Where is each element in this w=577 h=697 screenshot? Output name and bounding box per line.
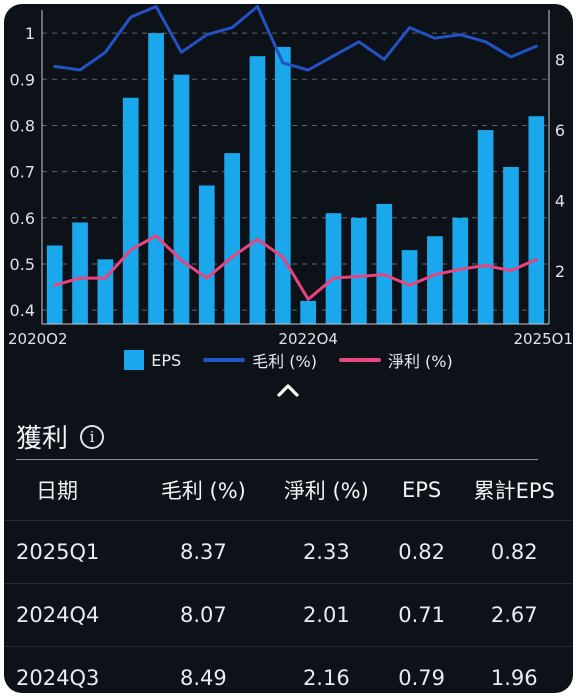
legend-swatch-net-margin — [338, 358, 381, 362]
legend-label-net-margin: 淨利 (%) — [387, 352, 453, 371]
header-date[interactable]: 日期 — [36, 479, 78, 503]
info-icon-glyph: i — [89, 427, 95, 446]
eps-bar — [198, 185, 215, 324]
y-left-tick-label: 0.6 — [10, 209, 35, 228]
axes: 0.4 0.5 0.6 0.7 0.8 0.9 1 2 4 6 8 2020Q2 2022Q4 2025Q… — [8, 10, 573, 344]
table-row[interactable]: 2024Q3 8.49 2.16 0.79 1.96 — [4, 646, 573, 693]
y-right-tick-label: 8 — [555, 50, 565, 69]
percent-lines — [53, 5, 538, 301]
y-left-tick-label: 0.9 — [10, 70, 35, 89]
eps-bar — [274, 46, 291, 325]
profit-table: 日期 毛利 (%) 淨利 (%) EPS 累計EPS 2025Q1 8.37 2… — [4, 460, 573, 693]
x-tick-label: 2022Q4 — [278, 330, 338, 344]
legend-item-net-margin[interactable]: 淨利 (%) — [338, 348, 453, 372]
y-left-tick-label: 0.7 — [10, 163, 35, 182]
chevron-up-icon[interactable] — [276, 380, 300, 400]
info-icon[interactable]: i — [80, 424, 105, 449]
table-header-row: 日期 毛利 (%) 淨利 (%) EPS 累計EPS — [4, 460, 573, 521]
table-row[interactable]: 2025Q1 8.37 2.33 0.82 0.82 — [4, 520, 573, 584]
legend-item-gross-margin[interactable]: 毛利 (%) — [203, 348, 317, 372]
cell-eps: 0.71 — [387, 583, 456, 647]
cell-gross-margin: 8.37 — [141, 520, 265, 584]
header-net-margin[interactable]: 淨利 (%) — [283, 479, 369, 503]
y-right-tick-label: 4 — [555, 192, 565, 211]
cell-date: 2024Q3 — [4, 646, 142, 693]
legend-swatch-eps — [124, 350, 145, 370]
eps-bar — [351, 217, 367, 324]
eps-bar — [376, 203, 393, 324]
section-title: 獲利 i — [16, 418, 105, 455]
y-right-tick-label: 6 — [555, 121, 565, 140]
cell-gross-margin: 8.07 — [141, 583, 265, 647]
eps-bar — [427, 236, 443, 324]
y-left-tick-label: 0.5 — [10, 255, 35, 274]
profit-card: 0.4 0.5 0.6 0.7 0.8 0.9 1 2 4 6 8 2020Q2 2022Q4 2025Q… — [4, 4, 573, 693]
section-title-text: 獲利 — [16, 424, 69, 454]
cell-cumulative-eps: 1.96 — [455, 646, 573, 693]
net-margin-line — [53, 234, 538, 301]
cell-date: 2024Q4 — [4, 583, 142, 647]
y-right-tick-label: 2 — [555, 262, 565, 281]
legend-label-gross-margin: 毛利 (%) — [252, 352, 317, 371]
legend-label-eps: EPS — [151, 350, 182, 370]
eps-bar — [503, 167, 519, 324]
cell-date: 2025Q1 — [4, 520, 142, 584]
eps-bar — [122, 97, 139, 324]
eps-bar — [72, 222, 88, 324]
eps-bar — [173, 74, 190, 324]
cell-gross-margin: 8.49 — [141, 646, 265, 693]
eps-bar — [224, 153, 240, 324]
x-tick-label: 2025Q1 — [513, 330, 573, 344]
gross-margin-line — [53, 5, 538, 72]
y-left-tick-label: 0.4 — [10, 301, 35, 320]
profit-chart[interactable]: 0.4 0.5 0.6 0.7 0.8 0.9 1 2 4 6 8 2020Q2 2022Q4 2025Q… — [4, 4, 573, 344]
eps-bar — [325, 213, 342, 324]
cell-cumulative-eps: 0.82 — [455, 520, 573, 584]
cell-net-margin: 2.01 — [264, 583, 388, 647]
eps-bar — [249, 56, 266, 324]
legend-item-eps[interactable]: EPS — [124, 348, 181, 372]
eps-bar — [300, 300, 317, 324]
legend-swatch-gross-margin — [203, 358, 246, 362]
eps-bar — [97, 259, 114, 324]
cell-cumulative-eps: 2.67 — [455, 583, 573, 647]
cell-net-margin: 2.33 — [264, 520, 388, 584]
cell-eps: 0.82 — [387, 520, 456, 584]
y-left-tick-label: 1 — [25, 24, 35, 43]
header-gross-margin[interactable]: 毛利 (%) — [160, 479, 246, 503]
eps-bar — [401, 250, 418, 324]
eps-bar — [528, 116, 545, 325]
chart-legend: EPS 毛利 (%) 淨利 (%) — [4, 348, 573, 372]
header-eps[interactable]: EPS — [401, 478, 442, 502]
y-left-tick-label: 0.8 — [10, 116, 35, 135]
eps-bar — [477, 130, 494, 324]
table-row[interactable]: 2024Q4 8.07 2.01 0.71 2.67 — [4, 583, 573, 647]
section-divider — [16, 459, 538, 460]
cell-eps: 0.79 — [387, 646, 456, 693]
eps-bar — [148, 33, 164, 325]
x-tick-label: 2020Q2 — [8, 330, 68, 344]
header-cumulative-eps[interactable]: 累計EPS — [473, 479, 555, 503]
eps-bar — [452, 217, 469, 324]
cell-net-margin: 2.16 — [264, 646, 388, 693]
